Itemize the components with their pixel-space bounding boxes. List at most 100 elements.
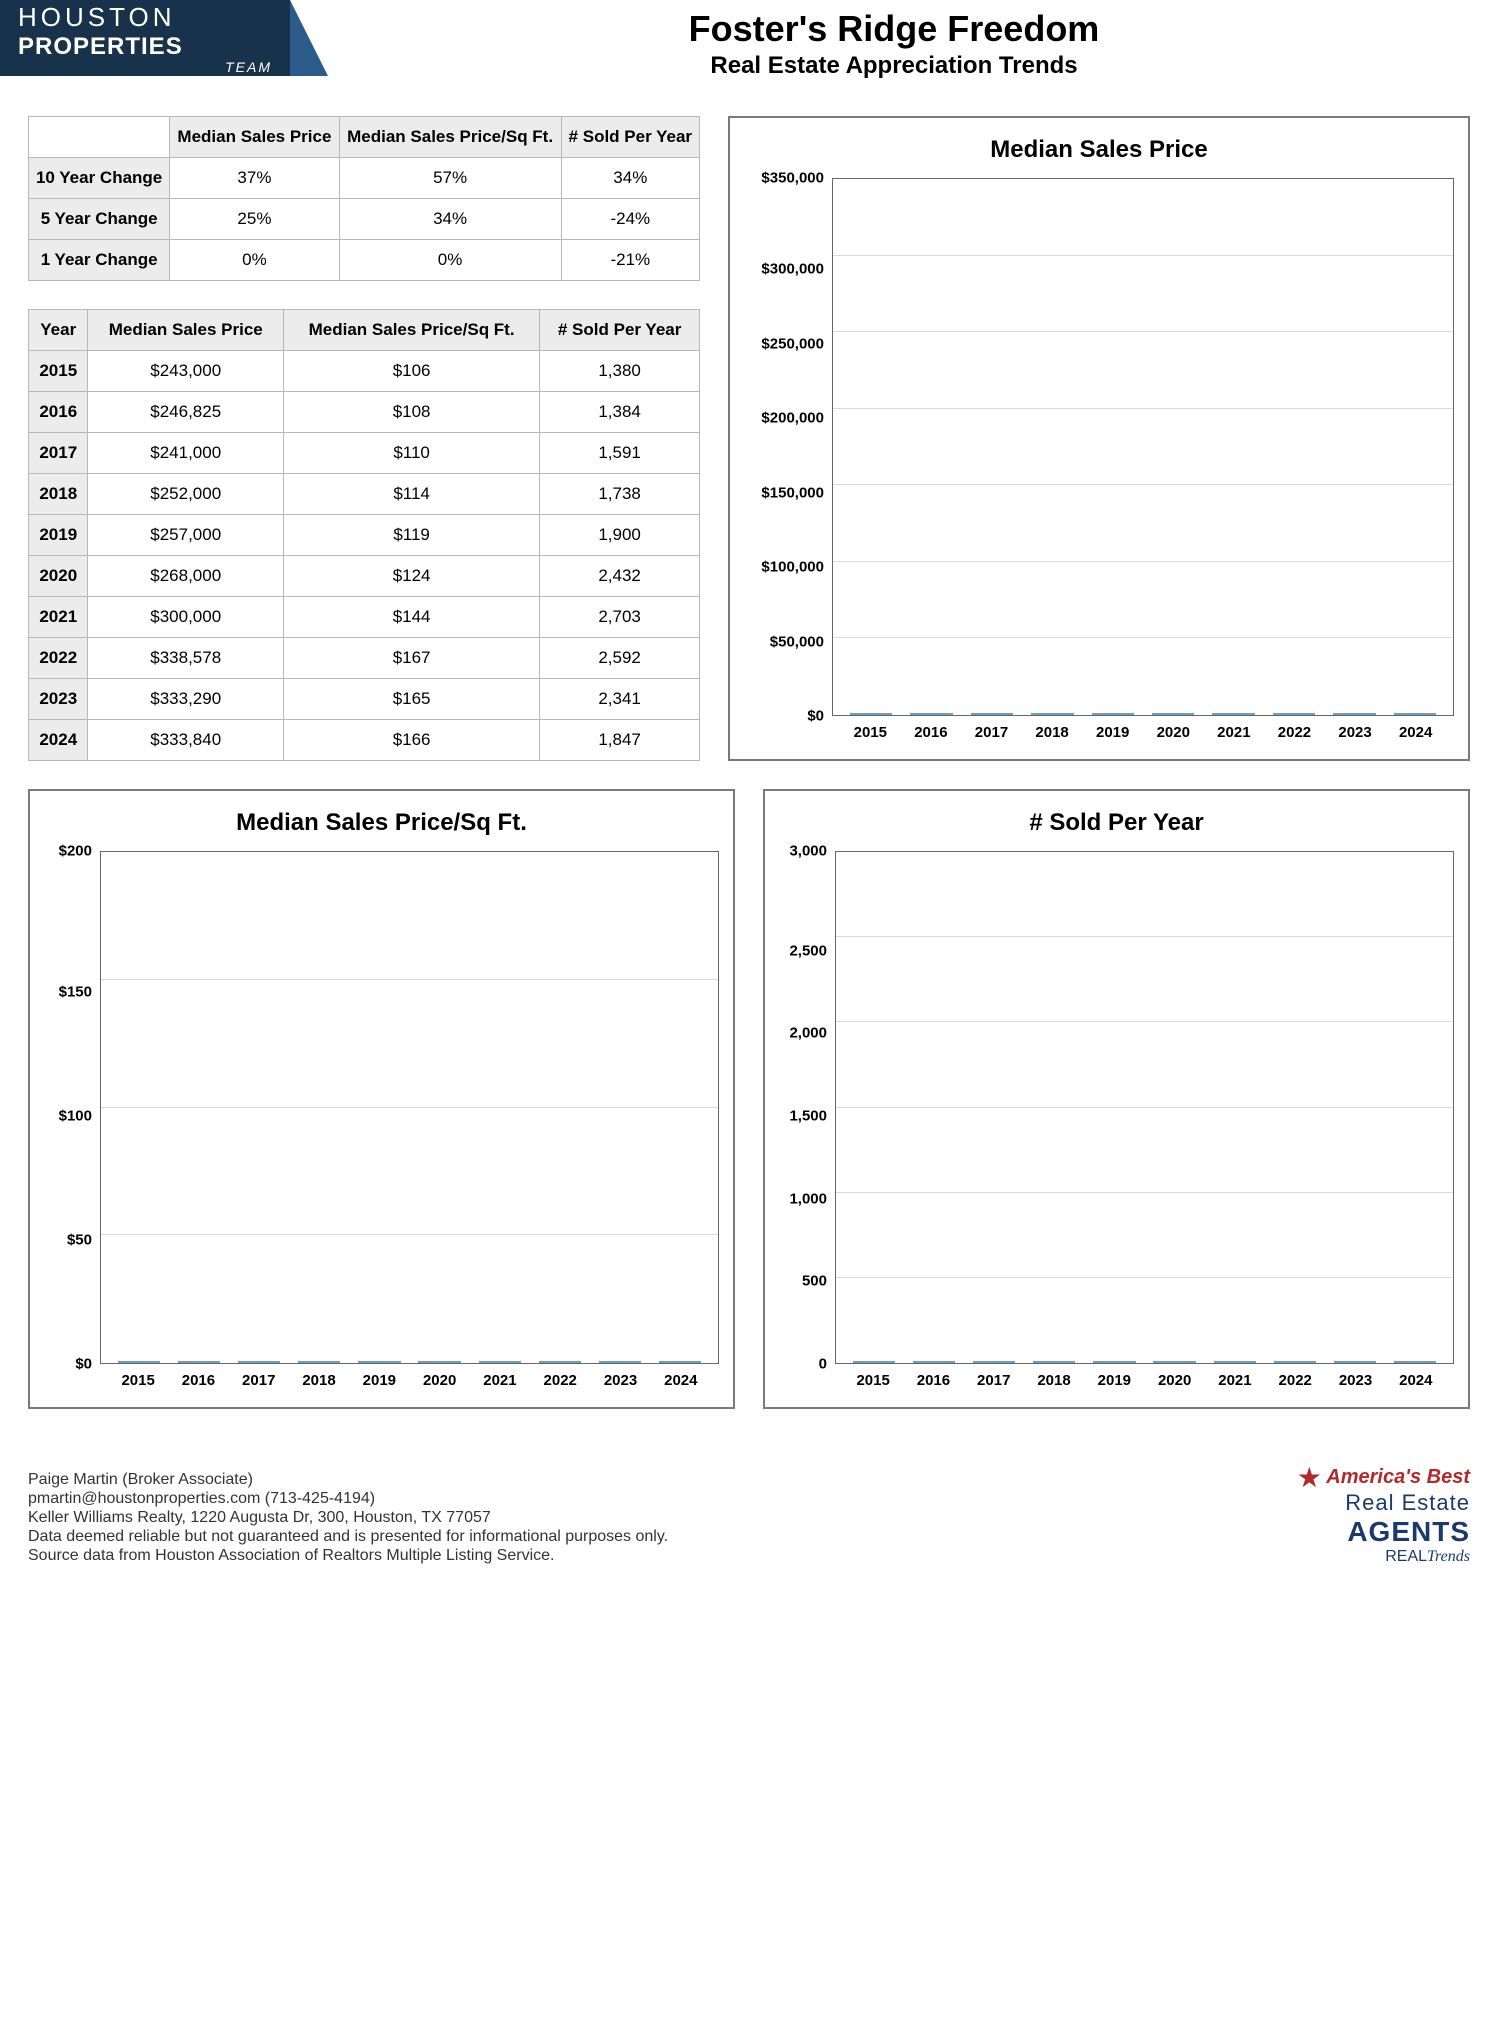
cell: 0% [170, 240, 339, 281]
badge-l1: America's Best [1326, 1466, 1470, 1488]
bar-wrap [1027, 1361, 1081, 1363]
footer-line: Paige Martin (Broker Associate) [28, 1471, 668, 1489]
gridline [836, 1192, 1453, 1193]
x-tick-label: 2023 [593, 1372, 647, 1389]
bar-wrap [1146, 713, 1200, 715]
bar [358, 1361, 400, 1363]
cell: -24% [561, 199, 699, 240]
bar-wrap [965, 713, 1019, 715]
table-corner [29, 117, 170, 158]
bar [971, 713, 1013, 715]
cell: $110 [283, 433, 539, 474]
footer-line: Keller Williams Realty, 1220 Augusta Dr,… [28, 1509, 668, 1527]
plot-row: $350,000$300,000$250,000$200,000$150,000… [744, 178, 1454, 716]
bar-wrap [967, 1361, 1021, 1363]
cell: 0% [339, 240, 561, 281]
x-tick-label: 2016 [906, 1372, 960, 1389]
bar-wrap [352, 1361, 406, 1363]
cell: $333,840 [88, 720, 283, 761]
bar-wrap [593, 1361, 647, 1363]
col-header: Year [29, 310, 88, 351]
cell: $246,825 [88, 392, 283, 433]
table-row: 2018$252,000$1141,738 [29, 474, 700, 515]
bar [1334, 1361, 1376, 1363]
table-row: 2023$333,290$1652,341 [29, 679, 700, 720]
row-header: 2021 [29, 597, 88, 638]
y-axis: $350,000$300,000$250,000$200,000$150,000… [744, 178, 832, 716]
bar [1031, 713, 1073, 715]
y-tick-label: 3,000 [789, 843, 827, 860]
x-tick-label: 2017 [232, 1372, 286, 1389]
row-header: 2022 [29, 638, 88, 679]
cell: $165 [283, 679, 539, 720]
cell: 57% [339, 158, 561, 199]
col-header: Median Sales Price/Sq Ft. [339, 117, 561, 158]
bar [853, 1361, 895, 1363]
x-tick-label: 2017 [967, 1372, 1021, 1389]
chart-median-price: Median Sales Price$350,000$300,000$250,0… [728, 116, 1470, 761]
bar-wrap [473, 1361, 527, 1363]
x-tick-label: 2020 [1146, 724, 1201, 741]
bar-wrap [1268, 1361, 1322, 1363]
x-tick-label: 2016 [171, 1372, 225, 1389]
y-tick-label: $350,000 [761, 170, 824, 187]
row-header: 10 Year Change [29, 158, 170, 199]
bar [479, 1361, 521, 1363]
cell: 34% [561, 158, 699, 199]
cell: 2,341 [540, 679, 700, 720]
x-tick-label: 2018 [292, 1372, 346, 1389]
y-tick-label: $0 [807, 707, 824, 724]
bar [1274, 1361, 1316, 1363]
bar [238, 1361, 280, 1363]
page: HOUSTON PROPERTIES TEAM Foster's Ridge F… [0, 0, 1498, 1586]
x-tick-label: 2018 [1027, 1372, 1081, 1389]
cell: $243,000 [88, 351, 283, 392]
change-table: Median Sales Price Median Sales Price/Sq… [28, 116, 700, 281]
chart-title: # Sold Per Year [779, 809, 1454, 837]
bar [118, 1361, 160, 1363]
cell: $333,290 [88, 679, 283, 720]
bar [659, 1361, 701, 1363]
table-row: 1 Year Change 0% 0% -21% [29, 240, 700, 281]
x-tick-label: 2023 [1328, 724, 1383, 741]
cell: -21% [561, 240, 699, 281]
logo-line2: PROPERTIES [18, 33, 290, 61]
x-tick-label: 2021 [473, 1372, 527, 1389]
y-axis: $200$150$100$50$0 [44, 851, 100, 1364]
x-tick-label: 2017 [964, 724, 1019, 741]
bar [418, 1361, 460, 1363]
cell: 1,591 [540, 433, 700, 474]
chart-sold-per-year: # Sold Per Year 3,0002,5002,0001,5001,000… [763, 789, 1470, 1409]
y-tick-label: $0 [75, 1356, 92, 1373]
chart-area: 3,0002,5002,0001,5001,000500020152016201… [779, 851, 1454, 1389]
row-header: 5 Year Change [29, 199, 170, 240]
col-header: Median Sales Price [170, 117, 339, 158]
footer: Paige Martin (Broker Associate) pmartin@… [0, 1427, 1498, 1586]
cell: $114 [283, 474, 539, 515]
x-tick-label: 2020 [1148, 1372, 1202, 1389]
bottom-grid: Median Sales Price/Sq Ft.$200$150$100$50… [0, 779, 1498, 1427]
table-row: 2024$333,840$1661,847 [29, 720, 700, 761]
gridline [101, 979, 718, 980]
y-tick-label: $200,000 [761, 410, 824, 427]
star-icon: ★ [1297, 1462, 1322, 1493]
bar-wrap [1087, 1361, 1141, 1363]
bar-wrap [1086, 713, 1140, 715]
table-row: 2017$241,000$1101,591 [29, 433, 700, 474]
badge-l4a: REAL [1385, 1548, 1427, 1565]
cell: $167 [283, 638, 539, 679]
bar [850, 713, 892, 715]
cell: 25% [170, 199, 339, 240]
bar [178, 1361, 220, 1363]
cell: $166 [283, 720, 539, 761]
gridline [836, 1277, 1453, 1278]
row-header: 2023 [29, 679, 88, 720]
gridline [836, 936, 1453, 937]
row-header: 2016 [29, 392, 88, 433]
bar-wrap [904, 713, 958, 715]
x-tick-label: 2020 [413, 1372, 467, 1389]
chart-area: $350,000$300,000$250,000$200,000$150,000… [744, 178, 1454, 741]
y-tick-label: $50,000 [770, 633, 824, 650]
logo-line1: HOUSTON [18, 2, 290, 33]
row-header: 1 Year Change [29, 240, 170, 281]
